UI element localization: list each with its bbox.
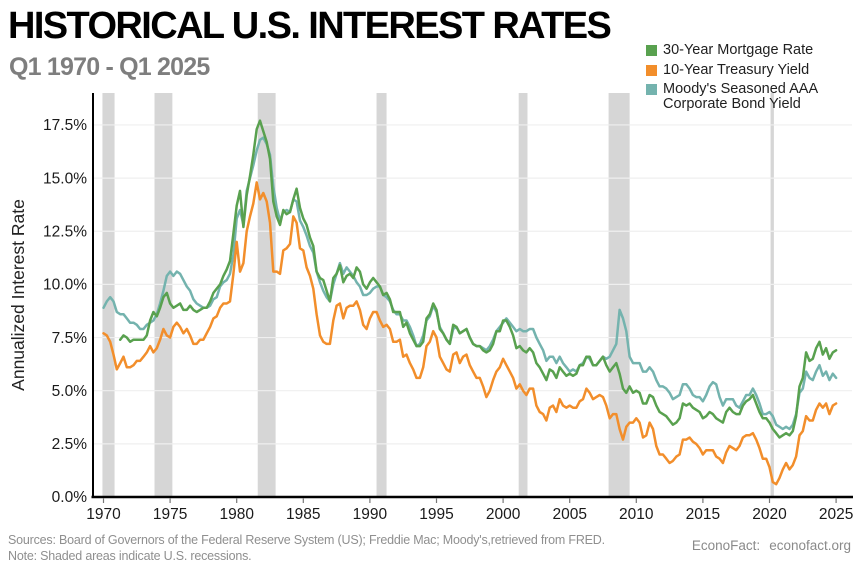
footer-note: Note: Shaded areas indicate U.S. recessi… bbox=[8, 549, 252, 563]
y-tick-label: 15.0% bbox=[43, 170, 87, 187]
legend: 30-Year Mortgage Rate 10-Year Treasury Y… bbox=[646, 43, 860, 117]
y-tick-label: 5.0% bbox=[52, 383, 88, 400]
x-tick-label: 2010 bbox=[619, 506, 654, 523]
treasury-swatch-icon bbox=[646, 64, 657, 76]
x-tick-label: 1975 bbox=[153, 506, 187, 523]
recession-band bbox=[770, 93, 774, 497]
recession-band bbox=[518, 93, 528, 497]
y-tick-label: 12.5% bbox=[43, 223, 87, 240]
x-tick-label: 1980 bbox=[219, 506, 254, 523]
x-tick-label: 2025 bbox=[819, 506, 853, 523]
recession-band bbox=[608, 93, 630, 497]
series-line-moody-s-seasoned-aaa-corporate-bond-yield bbox=[102, 136, 838, 431]
aaa-swatch-icon bbox=[646, 84, 657, 95]
x-tick-label: 1985 bbox=[286, 506, 320, 523]
recession-band bbox=[102, 93, 115, 497]
y-tick-label: 10.0% bbox=[43, 277, 87, 294]
mortgage-swatch-icon bbox=[646, 45, 657, 56]
brand-name: EconoFact: bbox=[691, 538, 761, 553]
y-tick-label: 17.5% bbox=[43, 117, 87, 134]
page-title: HISTORICAL U.S. INTEREST RATES bbox=[8, 5, 612, 47]
x-tick-label: 1970 bbox=[86, 506, 121, 523]
page-subtitle: Q1 1970 - Q1 2025 bbox=[9, 53, 210, 81]
x-tick-label: 2015 bbox=[686, 506, 720, 523]
x-tick-label: 2020 bbox=[752, 506, 787, 523]
legend-label: Moody's Seasoned AAA Corporate Bond Yield bbox=[663, 81, 819, 112]
x-tick-label: 1990 bbox=[353, 506, 388, 523]
legend-label: 30-Year Mortgage Rate bbox=[663, 42, 814, 58]
legend-item-treasury: 10-Year Treasury Yield bbox=[646, 61, 860, 78]
footer-brand: EconoFact: econofact.org bbox=[692, 538, 851, 553]
legend-item-aaa: Moody's Seasoned AAA Corporate Bond Yield bbox=[646, 82, 860, 112]
x-tick-label: 2000 bbox=[486, 506, 521, 523]
y-axis-title: Annualized Interest Rate bbox=[8, 199, 28, 391]
y-tick-label: 7.5% bbox=[52, 330, 88, 347]
series-line-10-year-treasury-yield bbox=[102, 181, 838, 486]
legend-item-mortgage: 30-Year Mortgage Rate bbox=[646, 43, 860, 58]
x-tick-label: 2005 bbox=[552, 506, 586, 523]
y-tick-label: 0.0% bbox=[52, 489, 88, 506]
legend-label: 10-Year Treasury Yield bbox=[663, 61, 810, 78]
recession-band bbox=[257, 93, 276, 497]
footer-sources: Sources: Board of Governors of the Feder… bbox=[8, 533, 605, 547]
y-tick-label: 2.5% bbox=[52, 436, 88, 453]
recession-band bbox=[376, 93, 387, 497]
brand-url: econofact.org bbox=[769, 538, 851, 553]
x-tick-label: 1995 bbox=[419, 506, 453, 523]
series-line-30-year-mortgage-rate bbox=[118, 119, 838, 439]
